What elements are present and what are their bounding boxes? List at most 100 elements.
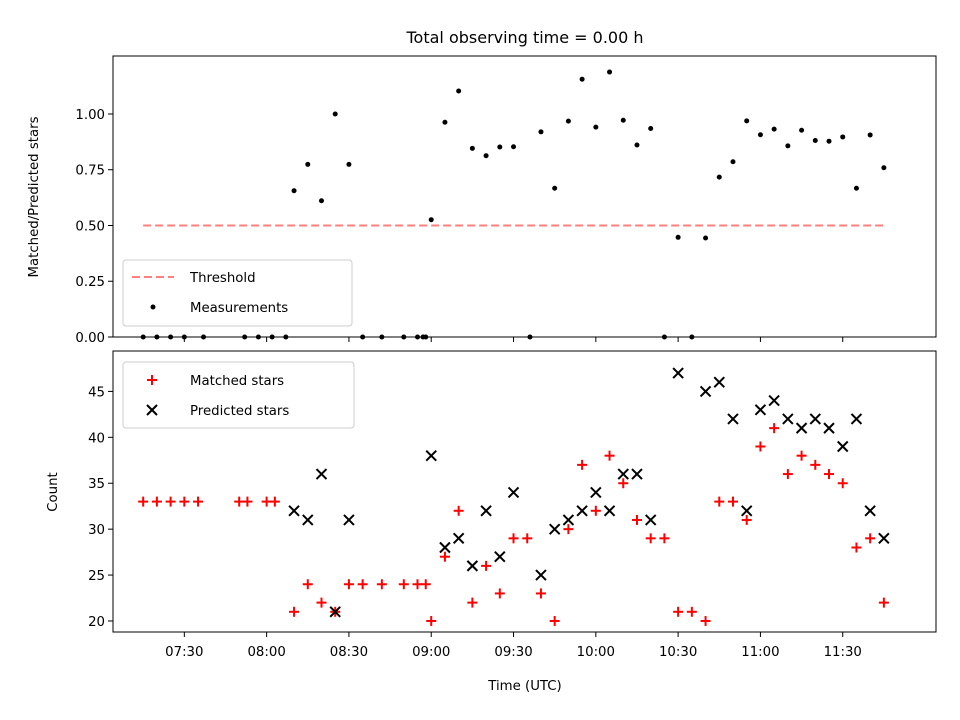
ratio-panel: 0.00 0.25 0.50 0.75 1.00 Matched/Predicted s… [27, 55, 937, 346]
measurement-point [201, 334, 207, 340]
cross-stroke [741, 505, 753, 517]
matched-star-point [420, 579, 431, 590]
measurement-point [511, 144, 517, 150]
ratio-legend-box [122, 259, 353, 327]
figure-title: Total observing time = 0.00 h [405, 28, 643, 47]
matched-star-point [604, 450, 615, 461]
measurement-point [538, 129, 544, 135]
matched-star-point [727, 496, 738, 507]
legend-cross-marker [146, 404, 158, 416]
measurement-point [826, 138, 832, 144]
matched-star-point [426, 615, 437, 626]
matched-star-point [549, 615, 560, 626]
y-tick-label: 0.25 [75, 275, 105, 290]
x-tick-label: 09:00 [412, 645, 450, 660]
matched-star-point [631, 514, 642, 525]
measurement-point [867, 132, 873, 138]
measurement-point [332, 111, 338, 117]
matched-star-point [865, 533, 876, 544]
matched-star-point [138, 496, 149, 507]
count-panel: 20 25 30 35 40 45 07:30 08:00 08:30 09:00 09:30 10… [46, 350, 937, 694]
measurement-point [703, 235, 709, 241]
measurement-point [527, 334, 533, 340]
cross-stroke [343, 514, 355, 526]
x-tick-label: 08:30 [330, 645, 368, 660]
measurement-point [799, 127, 805, 133]
measurement-point [140, 334, 146, 340]
measurement-point [168, 334, 174, 340]
ratio-y-ticks: 0.00 0.25 0.50 0.75 1.00 [75, 108, 113, 346]
measurement-point [785, 143, 791, 149]
cross-stroke [850, 413, 863, 425]
cross-stroke [494, 550, 506, 563]
cross-stroke [754, 404, 767, 416]
predicted-star-point [713, 376, 725, 388]
measurement-point [360, 334, 366, 340]
cross-stroke [439, 541, 451, 554]
matched-star-point [508, 533, 519, 544]
measurement-point [689, 334, 695, 340]
cross-stroke [452, 532, 465, 545]
measurement-point [401, 334, 407, 340]
measurement-point [305, 161, 311, 167]
count-y-axis-label: Count [46, 472, 61, 512]
matched-star-point [289, 606, 300, 617]
predicted-star-point [727, 413, 739, 425]
predicted-star-point [343, 514, 355, 526]
measurement-point [853, 185, 859, 191]
matched-star-point [714, 496, 725, 507]
matched-star-point [193, 496, 204, 507]
matched-star-point [700, 615, 711, 626]
cross-stroke [864, 505, 876, 517]
predicted-star-point [809, 413, 822, 425]
measurement-points [140, 69, 887, 340]
predicted-star-point [562, 514, 575, 526]
predicted-star-point [494, 550, 506, 563]
measurement-point [291, 188, 297, 194]
matched-star-point [577, 459, 588, 470]
predicted-star-point [795, 422, 808, 434]
matched-star-point [659, 533, 670, 544]
predicted-star-point [782, 413, 794, 425]
count-points [138, 367, 890, 626]
cross-stroke [644, 514, 657, 526]
measurement-point [242, 334, 248, 340]
cross-stroke [782, 413, 794, 425]
predicted-star-point [617, 468, 629, 480]
measurement-point [744, 118, 750, 124]
matched-star-point [590, 505, 601, 516]
predicted-star-point [754, 404, 767, 416]
cross-stroke [576, 505, 588, 517]
measurement-point [565, 118, 571, 124]
predicted-star-point [768, 394, 780, 407]
x-tick-label: 07:30 [165, 645, 203, 660]
ratio-legend: Threshold Measurements [122, 259, 353, 327]
y-tick-label: 25 [88, 569, 105, 584]
cross-stroke [548, 523, 561, 535]
predicted-star-point [288, 505, 300, 517]
measurement-point [379, 334, 385, 340]
predicted-star-point [466, 560, 479, 572]
predicted-star-point [425, 449, 437, 462]
measurement-point [552, 185, 558, 191]
measurement-point [428, 217, 434, 223]
matched-star-point [481, 560, 492, 571]
legend-matched-label: Matched stars [190, 374, 284, 389]
cross-stroke [302, 514, 314, 526]
measurement-point [661, 334, 667, 340]
cross-stroke [727, 413, 739, 425]
measurement-point [771, 126, 777, 132]
cross-stroke [480, 505, 492, 517]
matched-star-point [782, 469, 793, 480]
cross-stroke [809, 413, 822, 425]
predicted-star-point [631, 468, 643, 480]
y-tick-label: 0.00 [75, 331, 105, 346]
matched-star-point [376, 579, 387, 590]
matched-star-point [810, 459, 821, 470]
predicted-star-point [823, 422, 835, 434]
matched-star-point [563, 524, 574, 535]
cross-stroke [562, 514, 575, 526]
predicted-star-point [452, 532, 465, 545]
y-tick-label: 0.50 [75, 219, 105, 234]
predicted-star-point [741, 505, 753, 517]
